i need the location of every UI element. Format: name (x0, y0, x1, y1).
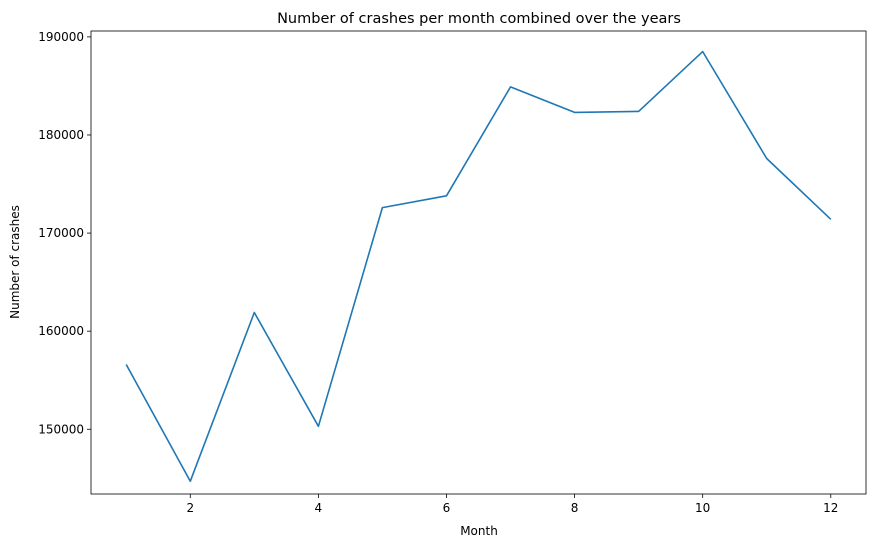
x-tick-label: 10 (695, 501, 710, 515)
x-axis-label: Month (460, 524, 498, 538)
x-axis-ticks: 2 4 6 8 10 12 (186, 494, 838, 515)
x-tick-label: 4 (315, 501, 323, 515)
y-tick-label: 170000 (38, 226, 84, 240)
y-axis-ticks: 150000 160000 170000 180000 190000 (38, 30, 91, 436)
plot-frame (90, 30, 867, 495)
x-tick-label: 12 (823, 501, 838, 515)
y-tick-label: 180000 (38, 128, 84, 142)
y-tick-label: 150000 (38, 422, 84, 436)
y-axis-label: Number of crashes (8, 205, 22, 319)
series-layer (125, 50, 832, 483)
x-tick-label: 2 (186, 501, 194, 515)
series-line (125, 50, 832, 483)
chart-title: Number of crashes per month combined ove… (277, 11, 681, 27)
x-tick-label: 8 (571, 501, 579, 515)
x-tick-label: 6 (443, 501, 451, 515)
y-tick-label: 160000 (38, 324, 84, 338)
y-tick-label: 190000 (38, 30, 84, 44)
